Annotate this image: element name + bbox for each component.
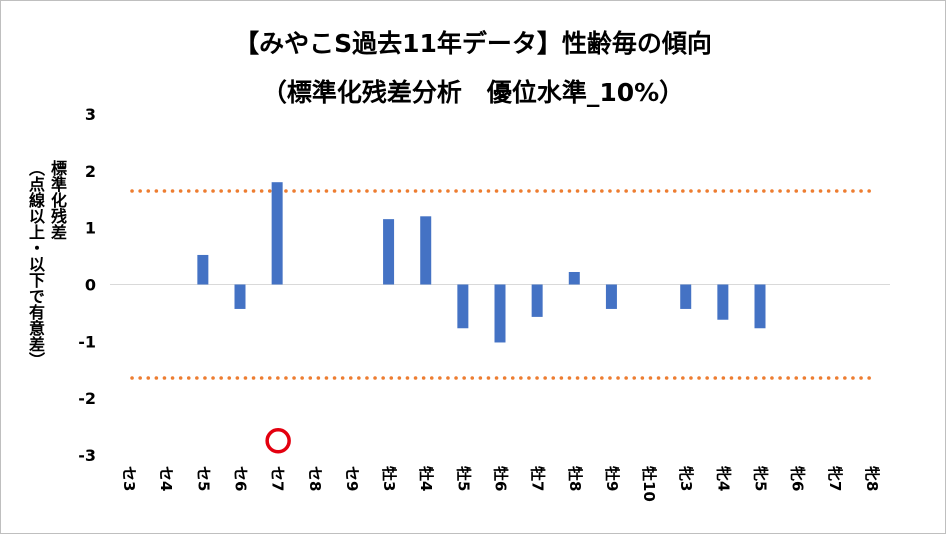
bar [680, 284, 692, 309]
x-tick-label: 牝8 [863, 466, 881, 491]
chart-title: 【みやこS過去11年データ】性齢毎の傾向 [234, 29, 712, 58]
y-tick-label: -3 [78, 446, 96, 465]
x-tick-label: 牡3 [380, 466, 398, 491]
x-tick-label: セ9 [343, 466, 361, 491]
x-tick-label: 牡8 [566, 466, 584, 491]
x-tick-label: 牡9 [603, 466, 621, 491]
highlight-marker [265, 428, 291, 454]
y-tick-label: -2 [78, 389, 96, 408]
x-tick-label: 牝5 [752, 466, 770, 491]
chart-subtitle: （標準化残差分析 優位水準_10%） [261, 78, 685, 107]
x-tick-label: 牡6 [492, 466, 510, 491]
x-tick-label: セ8 [306, 466, 324, 491]
bar [754, 284, 766, 329]
x-tick-label: セ7 [269, 466, 287, 491]
x-tick-label: 牡5 [454, 466, 472, 491]
bar [420, 216, 432, 285]
x-tick-label: セ5 [194, 466, 212, 491]
x-tick-label: セ3 [120, 466, 138, 491]
bar [494, 284, 506, 343]
x-tick-label: 牡10 [640, 466, 658, 502]
y-axis-label: 標準化残差 （点線以上・以下で有意差） [24, 160, 68, 420]
bar [605, 284, 617, 309]
bar [531, 284, 543, 317]
bar [234, 284, 246, 309]
x-tick-label: 牡7 [529, 466, 547, 491]
x-tick-label: 牡4 [417, 466, 435, 491]
x-tick-label: セ6 [232, 466, 250, 491]
x-tick-label: 牝3 [677, 466, 695, 491]
x-tick-label: 牝4 [714, 466, 732, 491]
x-tick-label: セ4 [157, 466, 175, 491]
y-axis-label-sub: （点線以上・以下で有意差） [26, 160, 45, 368]
y-tick-label: 1 [85, 219, 96, 238]
bar [717, 284, 729, 320]
y-tick-label: 3 [85, 105, 96, 124]
y-tick-label: -1 [78, 332, 96, 351]
x-tick-label: 牝7 [826, 466, 844, 491]
bar [383, 219, 395, 285]
x-tick-label: 牝6 [789, 466, 807, 491]
bar [457, 284, 469, 329]
bar [568, 271, 580, 285]
y-axis-label-main: 標準化残差 [48, 160, 67, 240]
y-tick-label: 2 [85, 162, 96, 181]
bar [271, 182, 283, 285]
bar [197, 254, 209, 285]
y-tick-label: 0 [85, 276, 96, 295]
